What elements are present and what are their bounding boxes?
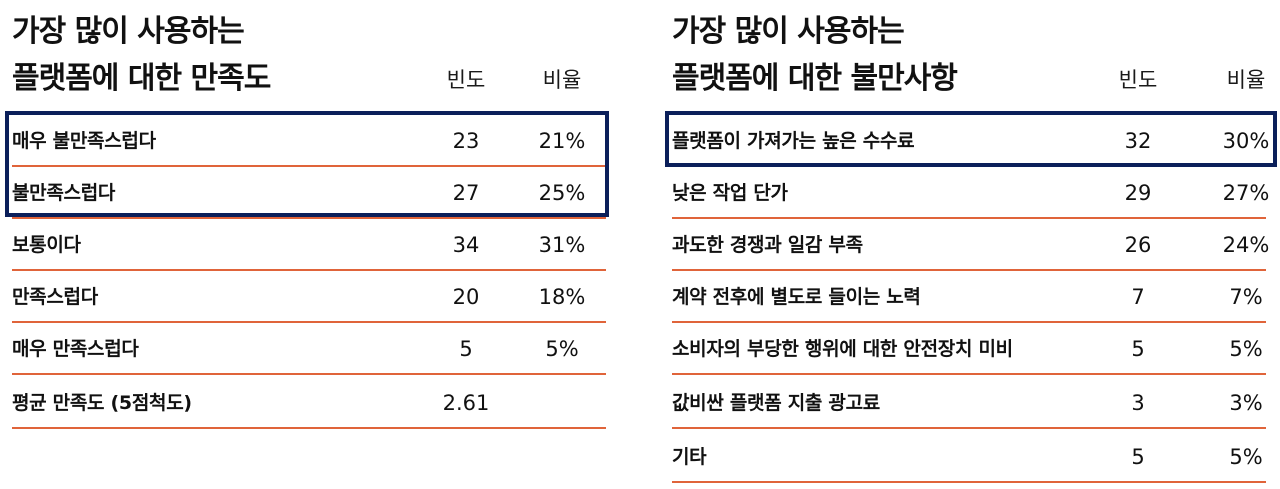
row-label: 기타 (672, 446, 707, 468)
row-label: 만족스럽다 (12, 286, 98, 308)
row-freq: 34 (452, 233, 480, 257)
row-label: 값비싼 플랫폼 지출 광고료 (672, 392, 880, 414)
row-freq: 32 (1124, 129, 1152, 153)
complaints-title-line2: 플랫폼에 대한 불만사항 (672, 61, 958, 96)
satisfaction-row: 불만족스럽다 27 25% (12, 167, 606, 219)
row-label: 평균 만족도 (5점척도) (12, 392, 192, 414)
row-ratio: 25% (538, 181, 586, 205)
complaints-header-ratio: 비율 (1226, 68, 1266, 92)
row-label: 플랫폼이 가져가는 높은 수수료 (672, 130, 915, 152)
row-label: 매우 만족스럽다 (12, 338, 139, 360)
row-ratio: 31% (538, 233, 586, 257)
satisfaction-header-freq: 빈도 (446, 68, 486, 92)
complaints-row: 소비자의 부당한 행위에 대한 안전장치 미비 5 5% (672, 323, 1266, 375)
satisfaction-row: 매우 불만족스럽다 23 21% (12, 115, 606, 167)
satisfaction-row: 만족스럽다 20 18% (12, 271, 606, 323)
row-label: 낮은 작업 단가 (672, 182, 788, 204)
complaints-row: 계약 전후에 별도로 들이는 노력 7 7% (672, 271, 1266, 323)
complaints-row: 과도한 경쟁과 일감 부족 26 24% (672, 219, 1269, 271)
satisfaction-title-line1: 가장 많이 사용하는 (12, 14, 245, 49)
complaints-title-line1: 가장 많이 사용하는 (672, 14, 905, 49)
row-label: 보통이다 (12, 234, 81, 256)
row-freq: 5 (1131, 445, 1145, 469)
complaints-header-freq: 빈도 (1118, 68, 1158, 92)
satisfaction-highlight-box (5, 111, 609, 217)
row-freq: 5 (1131, 337, 1145, 361)
row-freq: 2.61 (442, 391, 490, 415)
complaints-row: 값비싼 플랫폼 지출 광고료 3 3% (672, 377, 1266, 429)
row-freq: 23 (452, 129, 480, 153)
complaints-highlight-box (665, 111, 1277, 167)
satisfaction-header-ratio: 비율 (542, 68, 582, 92)
row-ratio: 7% (1229, 285, 1263, 309)
row-freq: 3 (1131, 391, 1145, 415)
complaints-title: 가장 많이 사용하는 플랫폼에 대한 불만사항 (672, 8, 958, 102)
complaints-panel: 가장 많이 사용하는 플랫폼에 대한 불만사항 빈도 비율 플랫폼이 가져가는 … (660, 0, 1280, 489)
row-freq: 26 (1124, 233, 1152, 257)
row-ratio: 18% (538, 285, 586, 309)
satisfaction-title: 가장 많이 사용하는 플랫폼에 대한 만족도 (12, 8, 271, 102)
row-label: 매우 불만족스럽다 (12, 130, 156, 152)
row-freq: 5 (459, 337, 473, 361)
satisfaction-panel: 가장 많이 사용하는 플랫폼에 대한 만족도 빈도 비율 매우 불만족스럽다 2… (0, 0, 620, 489)
row-label: 소비자의 부당한 행위에 대한 안전장치 미비 (672, 338, 1013, 360)
complaints-row: 낮은 작업 단가 29 27% (672, 167, 1269, 219)
row-label: 과도한 경쟁과 일감 부족 (672, 234, 863, 256)
satisfaction-row: 보통이다 34 31% (12, 219, 606, 271)
row-label: 계약 전후에 별도로 들이는 노력 (672, 286, 921, 308)
satisfaction-title-line2: 플랫폼에 대한 만족도 (12, 61, 271, 96)
row-freq: 20 (452, 285, 480, 309)
complaints-row: 기타 5 5% (672, 431, 1266, 483)
row-ratio: 21% (538, 129, 586, 153)
row-ratio: 5% (1229, 337, 1263, 361)
row-ratio: 5% (545, 337, 579, 361)
row-ratio: 30% (1222, 129, 1270, 153)
row-ratio: 27% (1222, 181, 1270, 205)
satisfaction-row: 매우 만족스럽다 5 5% (12, 323, 606, 375)
row-freq: 27 (452, 181, 480, 205)
row-ratio: 24% (1222, 233, 1270, 257)
row-freq: 29 (1124, 181, 1152, 205)
row-ratio: 3% (1229, 391, 1263, 415)
satisfaction-average-row: 평균 만족도 (5점척도) 2.61 (12, 377, 606, 429)
row-ratio: 5% (1229, 445, 1263, 469)
row-label: 불만족스럽다 (12, 182, 116, 204)
row-freq: 7 (1131, 285, 1145, 309)
